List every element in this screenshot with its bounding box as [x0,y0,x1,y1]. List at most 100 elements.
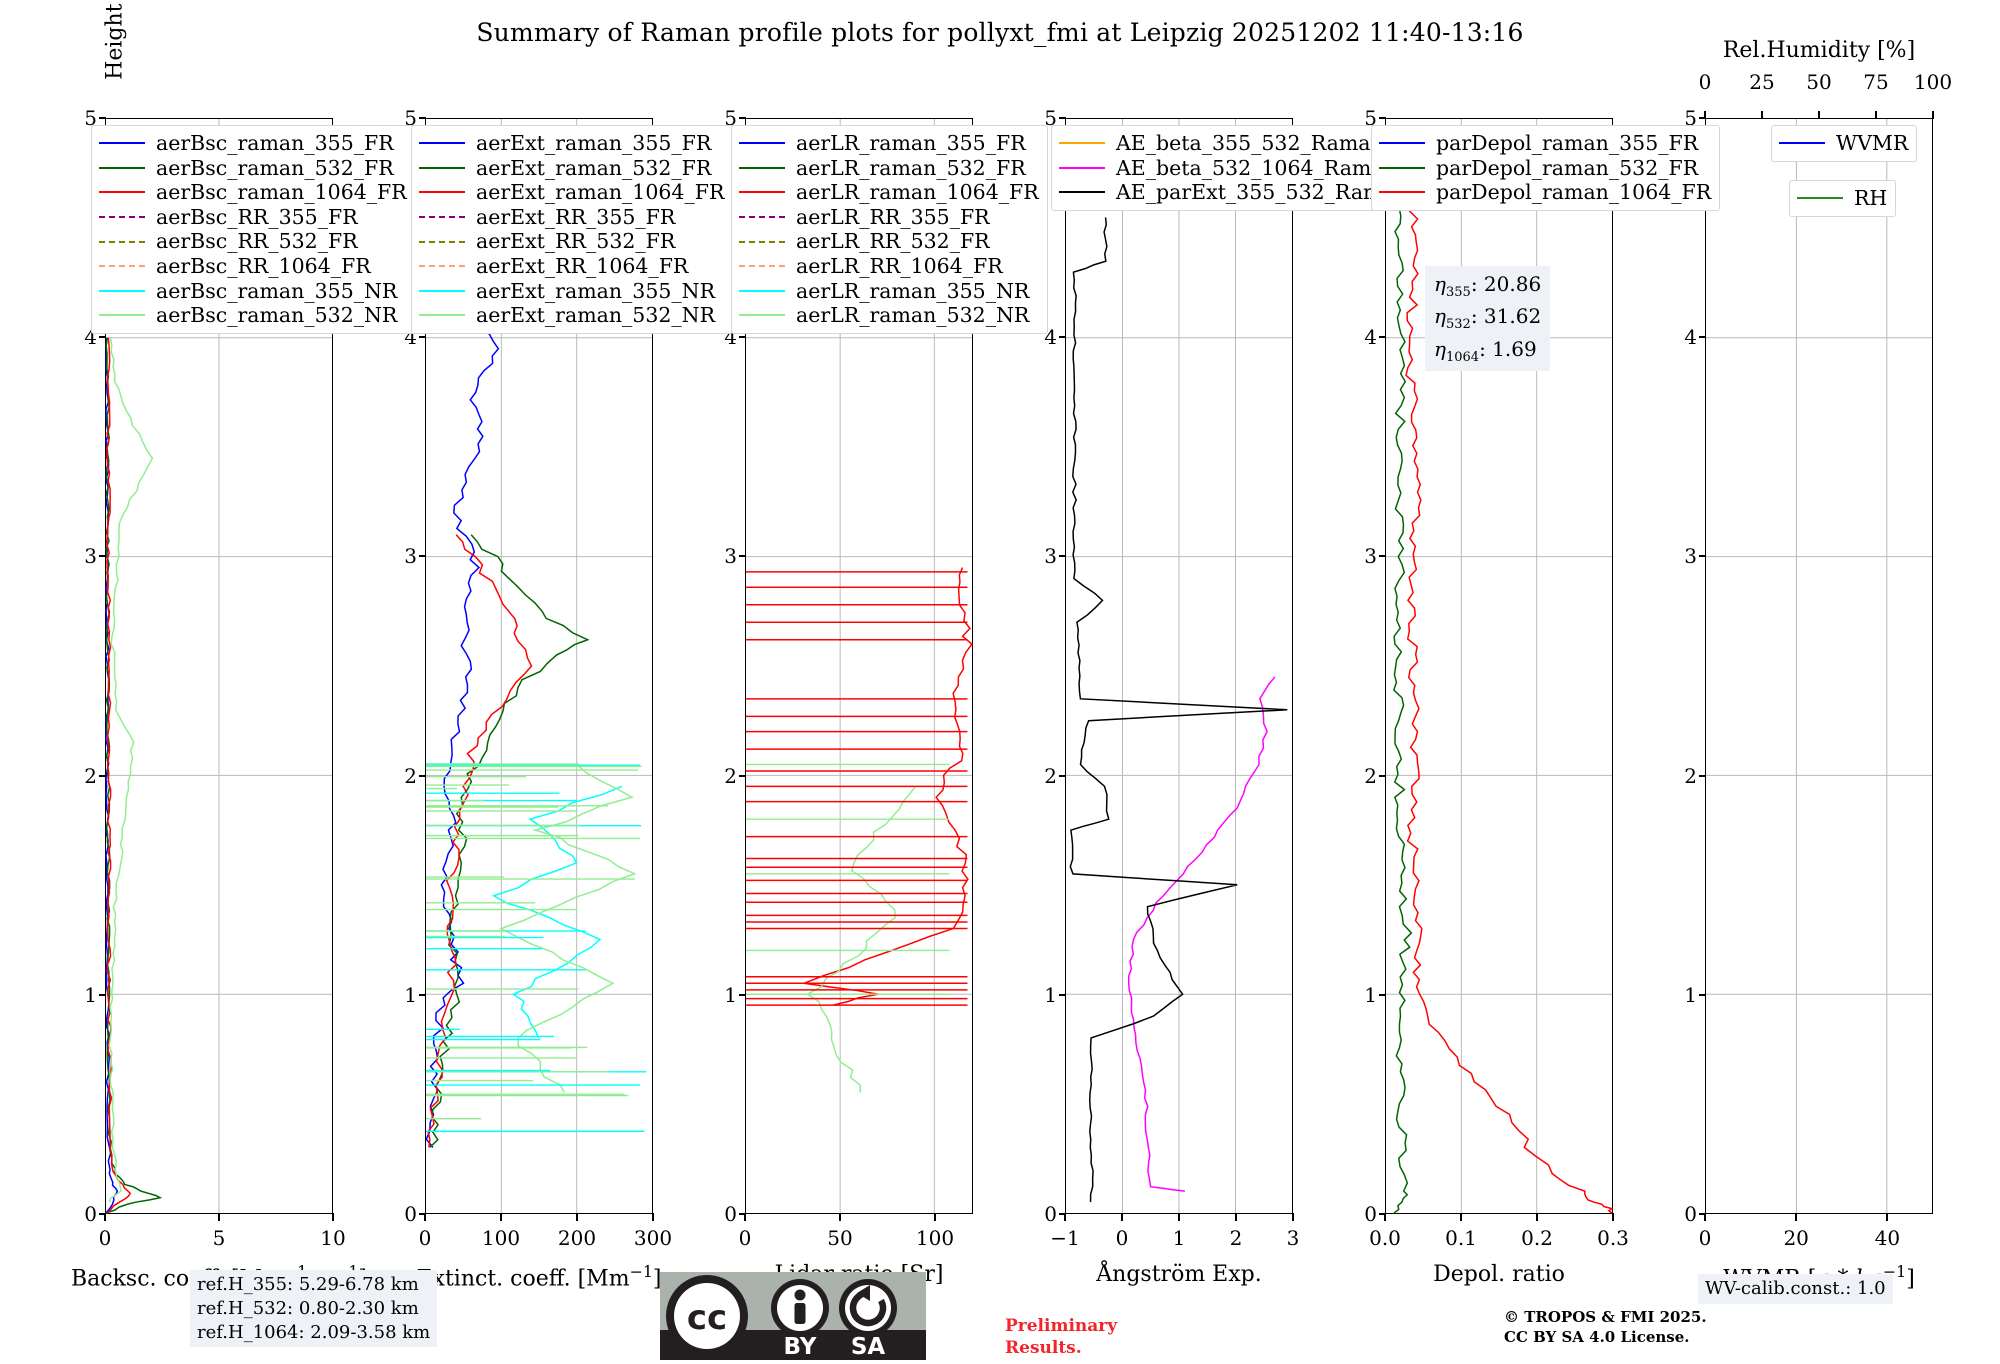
x-tick-label: 10 [320,1226,346,1250]
y-tick [419,117,426,119]
legend-label: aerLR_RR_1064_FR [796,254,1003,279]
series-line-aerExt_raman_355_NR [491,785,623,1039]
x-tick-label: 100 [915,1226,955,1250]
y-tick [99,555,106,558]
x-tick [1460,1213,1462,1221]
legend-item[interactable]: aerBsc_raman_355_NR [99,279,407,304]
x-tick [934,1213,936,1221]
y-tick [1379,336,1386,339]
plot-area-lidar-ratio [746,119,974,1213]
legend-swatch-line-icon [99,289,145,292]
legend-item[interactable]: aerBsc_RR_1064_FR [99,254,407,279]
legend-item[interactable]: aerBsc_RR_355_FR [99,205,407,230]
legend-item[interactable]: aerBsc_RR_532_FR [99,229,407,254]
legend-item[interactable]: aerExt_RR_532_FR [419,229,724,254]
y-tick-label: 5 [1684,106,1697,130]
legend-item[interactable]: AE_beta_532_1064_Raman_FR [1059,156,1448,181]
legend-label: aerBsc_raman_1064_FR [156,180,407,205]
y-tick [1699,555,1706,558]
series-line-parDepol_raman_532_FR [1392,129,1413,1214]
legend-item[interactable]: aerBsc_raman_1064_FR [99,180,407,205]
top-x-tick-label: 50 [1806,70,1832,94]
y-tick-label: 4 [1684,325,1697,350]
legend-item[interactable]: aerLR_RR_355_FR [739,205,1039,230]
legend-label: AE_beta_532_1064_Raman_FR [1116,155,1437,180]
legend-wvmr-rh: RH [1789,180,1897,217]
legend-extinction: aerExt_raman_355_FR aerExt_raman_532_FR ae… [411,125,734,334]
x-tick [1235,1213,1237,1221]
legend-item[interactable]: WVMR [1779,131,1908,156]
legend-swatch-line-icon [739,216,785,219]
legend-item[interactable]: parDepol_raman_1064_FR [1379,180,1711,205]
y-tick [1059,993,1066,996]
x-tick-label: 300 [633,1226,673,1250]
legend-item[interactable]: aerExt_raman_532_NR [419,303,724,328]
y-tick [99,336,106,339]
x-tick [424,1213,426,1221]
x-axis-title-extinction: Extinct. coeff. [Mm−1] [416,1262,662,1292]
legend-item[interactable]: aerBsc_raman_532_FR [99,156,407,181]
x-tick-label: 2 [1229,1226,1243,1250]
legend-item[interactable]: aerExt_RR_355_FR [419,205,724,230]
y-tick [1379,117,1386,119]
legend-label: aerExt_raman_1064_FR [476,180,725,205]
y-tick-label: 1 [1684,982,1697,1007]
legend-item[interactable]: aerLR_raman_1064_FR [739,180,1039,205]
legend-label: aerBsc_RR_1064_FR [156,254,371,279]
svg-text:BY: BY [784,1334,817,1360]
series-line-parDepol_raman_1064_FR [1399,140,1614,1214]
legend-item[interactable]: AE_parExt_355_532_Raman_FR [1059,180,1448,205]
x-tick [744,1213,746,1221]
legend-item[interactable]: aerLR_raman_355_NR [739,279,1039,304]
legend-swatch-line-icon [1779,142,1825,145]
y-tick [1699,117,1706,119]
legend-item[interactable]: aerExt_raman_532_FR [419,156,724,181]
y-tick [1379,993,1386,996]
legend-item[interactable]: aerExt_RR_1064_FR [419,254,724,279]
top-x-tick [1704,111,1706,119]
y-tick-label: 5 [84,106,97,130]
legend-label: aerLR_raman_355_FR [796,131,1026,156]
top-x-tick-label: 100 [1913,70,1953,94]
legend-swatch-line-icon [99,216,145,219]
y-tick-label: 5 [404,106,417,130]
legend-item[interactable]: aerLR_raman_532_FR [739,156,1039,181]
legend-item[interactable]: RH [1797,186,1887,211]
plot-area-angstrom [1066,119,1292,1213]
legend-item[interactable]: AE_beta_355_532_Raman_FR [1059,131,1448,156]
y-tick [739,117,746,119]
legend-item[interactable]: aerExt_raman_355_FR [419,131,724,156]
top-x-tick [1932,111,1934,119]
ref-height-line: ref.H_1064: 2.09-3.58 km [197,1321,431,1343]
legend-swatch-line-icon [99,166,145,169]
x-tick-label: 40 [1874,1226,1901,1250]
plot-area-backscatter [105,119,332,1214]
legend-lidar-ratio: aerLR_raman_355_FR aerLR_raman_532_FR aerL… [731,125,1048,334]
legend-item[interactable]: aerBsc_raman_532_NR [99,303,407,328]
legend-item[interactable]: parDepol_raman_355_FR [1379,131,1711,156]
legend-item[interactable]: aerBsc_raman_355_FR [99,131,407,156]
legend-item[interactable]: aerExt_raman_355_NR [419,279,724,304]
preliminary-results-note: Preliminary Results. [1005,1316,1117,1360]
legend-label: aerExt_RR_1064_FR [476,254,689,279]
series-line-AE_beta_532_1064_Raman_FR [1127,676,1276,1192]
legend-item[interactable]: aerExt_raman_1064_FR [419,180,724,205]
x-tick [1795,1213,1798,1221]
y-tick [1059,1213,1066,1215]
page-title: Summary of Raman profile plots for polly… [476,18,1524,47]
legend-item[interactable]: aerLR_RR_532_FR [739,229,1039,254]
y-tick [739,774,746,777]
plot-panel-angstrom [1065,118,1293,1214]
series-line-aerBsc_raman_355_FR [105,337,119,1214]
legend-item[interactable]: aerLR_raman_532_NR [739,303,1039,328]
y-tick [419,774,426,777]
legend-item[interactable]: aerLR_RR_1064_FR [739,254,1039,279]
legend-item[interactable]: aerLR_raman_355_FR [739,131,1039,156]
x-tick [1384,1213,1386,1221]
legend-wvmr-wvmr: WVMR [1771,125,1918,162]
y-tick-label: 5 [1364,106,1377,130]
preliminary-line: Preliminary [1005,1316,1118,1336]
legend-label: aerExt_raman_355_FR [476,131,712,156]
legend-item[interactable]: parDepol_raman_532_FR [1379,156,1711,181]
x-tick-label: 3 [1286,1226,1300,1250]
